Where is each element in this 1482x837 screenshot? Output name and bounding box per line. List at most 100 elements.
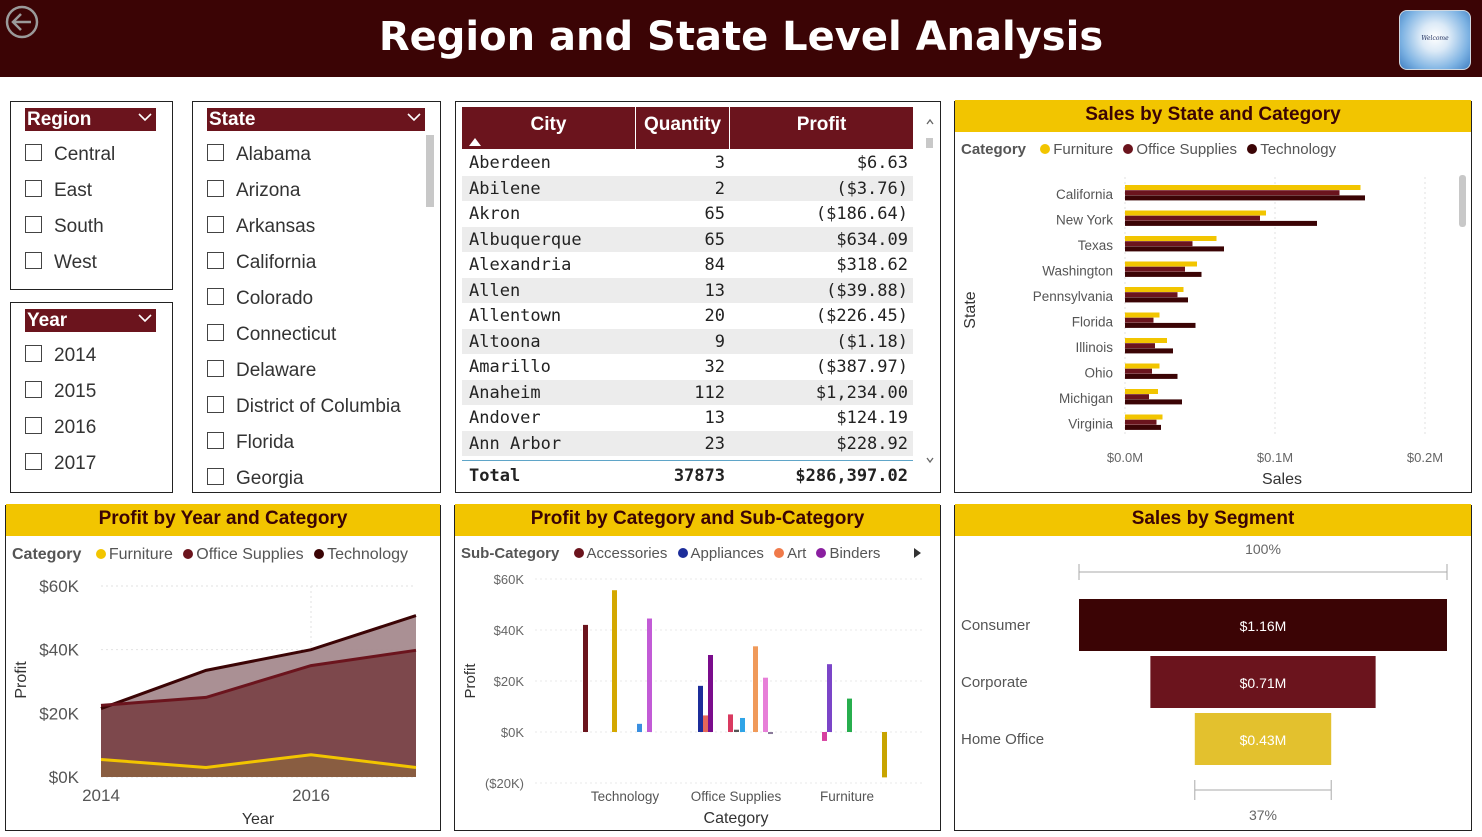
- chevron-down-icon[interactable]: [138, 311, 152, 325]
- table-row[interactable]: Aberdeen 3 $6.63: [462, 150, 913, 176]
- column-bar: [763, 677, 768, 732]
- funnel-value-label: $1.16M: [1240, 618, 1287, 634]
- legend-item[interactable]: Office Supplies: [1136, 141, 1238, 158]
- chevron-down-icon[interactable]: [138, 110, 152, 124]
- state-option-georgia[interactable]: Georgia: [207, 467, 304, 491]
- column-header-city[interactable]: City: [462, 107, 635, 149]
- checkbox[interactable]: [207, 432, 224, 450]
- checkbox[interactable]: [207, 144, 224, 162]
- legend-next-arrow-icon[interactable]: [912, 547, 922, 559]
- checkbox[interactable]: [207, 180, 224, 198]
- region-option-south[interactable]: South: [25, 215, 104, 239]
- bar-technology: [1125, 246, 1224, 252]
- cell-profit: ($186.64): [815, 204, 908, 224]
- year-option-2017[interactable]: 2017: [25, 452, 96, 476]
- y-axis-label: Profit: [13, 661, 30, 699]
- table-row[interactable]: Amarillo 32 ($387.97): [462, 354, 913, 380]
- table-row[interactable]: Albuquerque 65 $634.09: [462, 226, 913, 252]
- bar-office-supplies: [1125, 394, 1149, 400]
- checkbox[interactable]: [25, 144, 42, 162]
- welcome-logo-icon[interactable]: Welcome: [1399, 10, 1471, 70]
- table-row[interactable]: Anaheim 112 $1,234.00: [462, 379, 913, 405]
- table-row[interactable]: Allentown 20 ($226.45): [462, 303, 913, 329]
- year-option-2015[interactable]: 2015: [25, 380, 96, 404]
- legend-item[interactable]: Furniture: [108, 546, 173, 563]
- chart-profit-by-year: $0K $20K $40K $60K 2014 2016 Year Profit: [13, 577, 417, 828]
- back-arrow-icon[interactable]: [5, 5, 39, 39]
- table-row[interactable]: Akron 65 ($186.64): [462, 201, 913, 227]
- state-slicer-header[interactable]: State: [207, 108, 425, 131]
- state-slicer-scrollbar[interactable]: [426, 135, 434, 207]
- checkbox[interactable]: [207, 288, 224, 306]
- table-row[interactable]: Ann Arbor 23 $228.92: [462, 430, 913, 456]
- y-tick-label: Pennsylvania: [1033, 289, 1114, 304]
- year-option-label: 2016: [54, 417, 97, 438]
- state-option-label: Delaware: [236, 360, 317, 381]
- region-option-west[interactable]: West: [25, 251, 97, 275]
- checkbox[interactable]: [25, 252, 42, 270]
- funnel-value-label: $0.43M: [1240, 732, 1287, 748]
- legend-item[interactable]: Furniture: [1053, 141, 1114, 158]
- checkbox[interactable]: [207, 252, 224, 270]
- bar-furniture: [1125, 261, 1197, 267]
- bar-technology: [1125, 373, 1178, 379]
- legend-item[interactable]: Technology: [1260, 141, 1337, 158]
- table-row[interactable]: Alexandria 84 $318.62: [462, 252, 913, 278]
- column-header-quantity[interactable]: Quantity: [636, 107, 729, 149]
- table-row[interactable]: Altoona 9 ($1.18): [462, 328, 913, 354]
- checkbox[interactable]: [25, 381, 42, 399]
- checkbox[interactable]: [207, 324, 224, 342]
- chevron-down-icon[interactable]: [407, 110, 421, 124]
- checkbox[interactable]: [25, 345, 42, 363]
- checkbox[interactable]: [207, 468, 224, 486]
- chart-title-sales-by-state: Sales by State and Category: [955, 100, 1471, 132]
- checkbox[interactable]: [207, 360, 224, 378]
- legend-item[interactable]: Technology: [327, 546, 409, 563]
- row-mask: [462, 456, 913, 461]
- checkbox[interactable]: [25, 453, 42, 471]
- bar-office-supplies: [1125, 292, 1178, 298]
- table-row[interactable]: Abilene 2 ($3.76): [462, 175, 913, 201]
- checkbox[interactable]: [25, 180, 42, 198]
- cell-city: Allentown: [469, 306, 562, 326]
- state-option-california[interactable]: California: [207, 251, 316, 275]
- state-option-arizona[interactable]: Arizona: [207, 179, 300, 203]
- scroll-thumb: [926, 138, 933, 148]
- sort-ascending-icon[interactable]: [468, 137, 482, 147]
- legend-item[interactable]: Binders: [829, 545, 881, 562]
- legend-item[interactable]: Office Supplies: [196, 546, 304, 563]
- region-option-east[interactable]: East: [25, 179, 92, 203]
- checkbox[interactable]: [207, 216, 224, 234]
- checkbox[interactable]: [25, 417, 42, 435]
- legend-title: Category: [12, 546, 82, 563]
- state-option-district-of-columbia[interactable]: District of Columbia: [207, 395, 401, 419]
- bar-technology: [1125, 399, 1182, 405]
- state-option-delaware[interactable]: Delaware: [207, 359, 316, 383]
- legend-item[interactable]: Appliances: [690, 545, 764, 562]
- column-header-profit[interactable]: Profit: [730, 107, 913, 149]
- year-option-2014[interactable]: 2014: [25, 344, 96, 368]
- legend-dot: [774, 548, 785, 558]
- table-scrollbar[interactable]: [924, 114, 936, 468]
- year-option-2016[interactable]: 2016: [25, 416, 96, 440]
- state-option-colorado[interactable]: Colorado: [207, 287, 313, 311]
- year-slicer-header[interactable]: Year: [25, 309, 156, 332]
- state-option-connecticut[interactable]: Connecticut: [207, 323, 336, 347]
- state-option-florida[interactable]: Florida: [207, 431, 294, 455]
- chart-sales-by-segment: 100% $1.16M Consumer $0.71M Corporate $0.43M H…: [961, 541, 1448, 823]
- table-row[interactable]: Allen 13 ($39.88): [462, 277, 913, 303]
- table-row[interactable]: Andover 13 $124.19: [462, 405, 913, 431]
- funnel-category-label: Corporate: [961, 674, 1028, 691]
- legend-item[interactable]: Accessories: [586, 545, 668, 562]
- column-bar: [728, 714, 733, 732]
- region-option-central[interactable]: Central: [25, 143, 115, 167]
- checkbox[interactable]: [25, 216, 42, 234]
- state-option-label: Arkansas: [236, 216, 316, 237]
- state-option-alabama[interactable]: Alabama: [207, 143, 311, 167]
- x-tick-label: $0.0M: [1107, 450, 1143, 465]
- checkbox[interactable]: [207, 396, 224, 414]
- funnel-category-label: Consumer: [961, 617, 1030, 634]
- region-slicer-header[interactable]: Region: [25, 108, 156, 131]
- legend-item[interactable]: Art: [787, 545, 807, 562]
- state-option-arkansas[interactable]: Arkansas: [207, 215, 315, 239]
